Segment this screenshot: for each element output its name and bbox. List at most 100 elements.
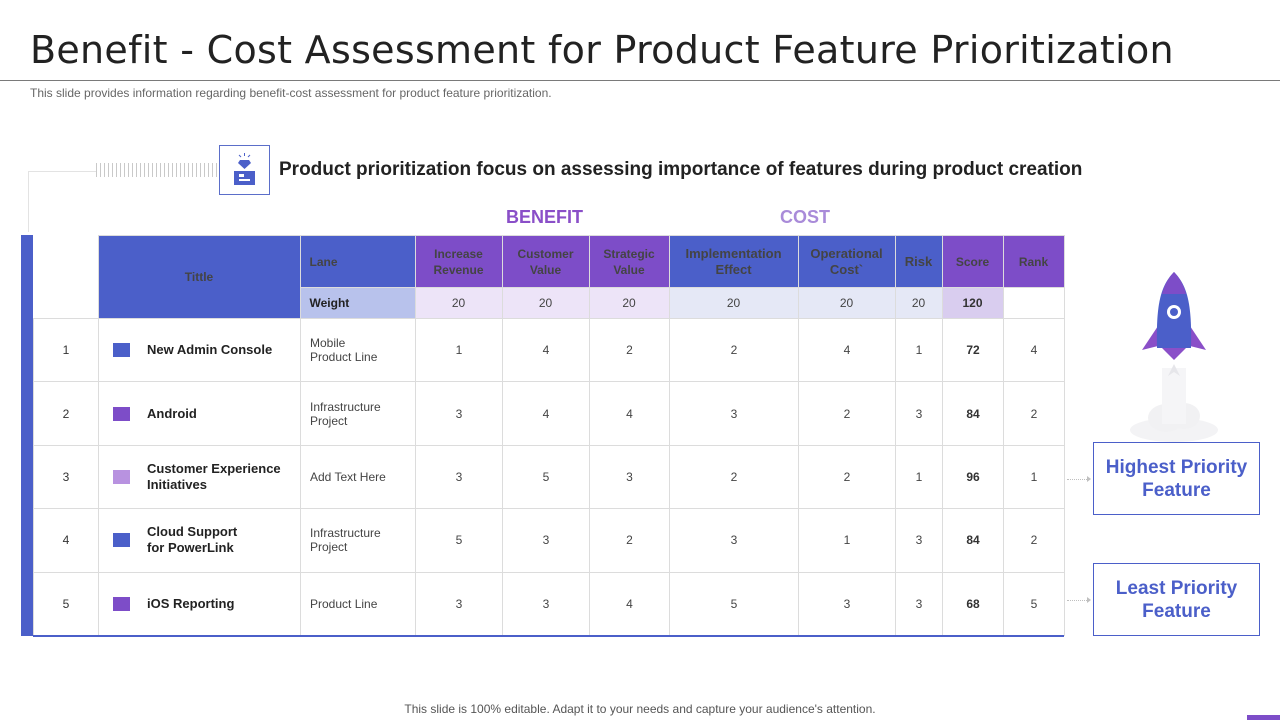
value-cell: 4 [502, 381, 590, 446]
weight-label: Weight [299, 287, 416, 319]
least-arrow-line [1067, 600, 1089, 602]
value-cell: 3 [669, 508, 799, 573]
value-cell: 3 [502, 508, 590, 573]
score-cell: 72 [942, 317, 1004, 383]
value-cell: 4 [502, 317, 590, 383]
weight-value: 20 [501, 287, 590, 319]
value-cell: 1 [895, 444, 943, 510]
header-customer-value: Customer Value [501, 235, 590, 288]
score-cell: 96 [942, 444, 1004, 510]
lane-cell: Infrastructure Project [300, 381, 416, 446]
prioritization-table-body: 1 New Admin Console Mobile Product Line 1 4 2… [33, 317, 1065, 636]
value-cell: 3 [895, 571, 943, 636]
table-row: 4 Cloud Support for PowerLink Infrastructu… [33, 508, 1065, 573]
rocket-icon [1130, 272, 1218, 442]
table-row: 1 New Admin Console Mobile Product Line 1 4 2… [33, 317, 1065, 383]
footer-note: This slide is 100% editable. Adapt it to… [404, 702, 876, 716]
value-cell: 2 [589, 317, 670, 383]
dotted-connector [96, 163, 218, 177]
headline: Product prioritization focus on assessin… [279, 159, 1083, 180]
score-cell: 84 [942, 381, 1004, 446]
lane-cell: Mobile Product Line [300, 317, 416, 383]
value-cell: 5 [415, 508, 503, 573]
lane-text: Infrastructure Project [310, 526, 381, 555]
weight-score: 120 [941, 287, 1004, 319]
value-cell: 4 [798, 317, 896, 383]
feature-title-cell: New Admin Console [98, 317, 301, 383]
weight-value: 20 [668, 287, 799, 319]
rank-cell: 2 [1003, 508, 1065, 573]
color-swatch [113, 343, 130, 358]
lane-text: Add Text Here [310, 469, 386, 484]
highest-arrow-head [1087, 476, 1091, 482]
feature-title-cell: iOS Reporting [98, 571, 301, 636]
least-priority-callout: Least Priority Feature [1093, 563, 1260, 636]
value-cell: 2 [589, 508, 670, 573]
weight-rank [1002, 287, 1065, 319]
feature-name: New Admin Console [147, 342, 273, 358]
prioritization-table: Tittle Lane Increase Revenue Customer Va… [33, 235, 1065, 319]
value-cell: 3 [415, 444, 503, 510]
header-increase-revenue: Increase Revenue [414, 235, 503, 288]
value-cell: 3 [589, 444, 670, 510]
table-row: 2 Android Infrastructure Project 3 4 4 3 2 3 84 2 [33, 381, 1065, 446]
value-cell: 4 [589, 571, 670, 636]
value-cell: 4 [589, 381, 670, 446]
color-swatch [113, 596, 130, 611]
cost-group-label: COST [780, 207, 831, 227]
feature-title-cell: Customer Experience Initiatives [98, 444, 301, 510]
rank-cell: 1 [1003, 444, 1065, 510]
slide-title: Benefit - Cost Assessment for Product Fe… [30, 28, 1174, 72]
color-swatch [113, 469, 130, 484]
row-number: 2 [33, 381, 99, 446]
value-cell: 3 [415, 381, 503, 446]
feature-name: Android [147, 405, 197, 421]
table-row: 3 Customer Experience Initiatives Add Text… [33, 444, 1065, 510]
header-row: Tittle Lane Increase Revenue Customer Va… [33, 235, 1065, 319]
corner-accent [1247, 715, 1280, 720]
header-lane: Lane [299, 235, 416, 288]
color-swatch [113, 533, 130, 548]
value-cell: 2 [669, 317, 799, 383]
lane-text: Infrastructure Project [310, 399, 381, 428]
rank-cell: 5 [1003, 571, 1065, 636]
weight-value: 20 [894, 287, 943, 319]
value-cell: 3 [895, 508, 943, 573]
weight-value: 20 [414, 287, 503, 319]
rank-cell: 4 [1003, 317, 1065, 383]
row-number: 4 [33, 508, 99, 573]
highest-arrow-line [1067, 479, 1089, 481]
least-arrow-head [1087, 597, 1091, 603]
slide-subtitle: This slide provides information regardin… [30, 86, 552, 100]
weight-value: 20 [588, 287, 670, 319]
table-bottom-rule [33, 635, 1064, 637]
row-number: 1 [33, 317, 99, 383]
value-cell: 3 [502, 571, 590, 636]
feature-name: Cloud Support for PowerLink [147, 524, 238, 556]
header-strategic-value: Strategic Value [588, 235, 670, 288]
header-implementation-effect: Implementation Effect [668, 235, 799, 288]
highest-priority-callout: Highest Priority Feature [1093, 442, 1260, 515]
color-swatch [113, 406, 130, 421]
value-cell: 3 [669, 381, 799, 446]
lane-text: Mobile Product Line [310, 336, 378, 365]
feature-title-cell: Android [98, 381, 301, 446]
score-cell: 68 [942, 571, 1004, 636]
header-title: Tittle [97, 235, 301, 319]
header-rank: Rank [1002, 235, 1065, 288]
connector-line [28, 171, 97, 232]
weight-blank [33, 288, 98, 319]
value-cell: 1 [798, 508, 896, 573]
value-cell: 1 [415, 317, 503, 383]
score-cell: 84 [942, 508, 1004, 573]
weight-value: 20 [797, 287, 896, 319]
lane-cell: Product Line [300, 571, 416, 636]
feature-title-cell: Cloud Support for PowerLink [98, 508, 301, 573]
feature-name: iOS Reporting [147, 595, 235, 611]
lane-cell: Infrastructure Project [300, 508, 416, 573]
header-blank [33, 236, 98, 288]
rank-cell: 2 [1003, 381, 1065, 446]
header-operational-cost: Operational Cost` [797, 235, 896, 288]
row-number: 5 [33, 571, 99, 636]
feature-name: Customer Experience Initiatives [147, 460, 281, 492]
